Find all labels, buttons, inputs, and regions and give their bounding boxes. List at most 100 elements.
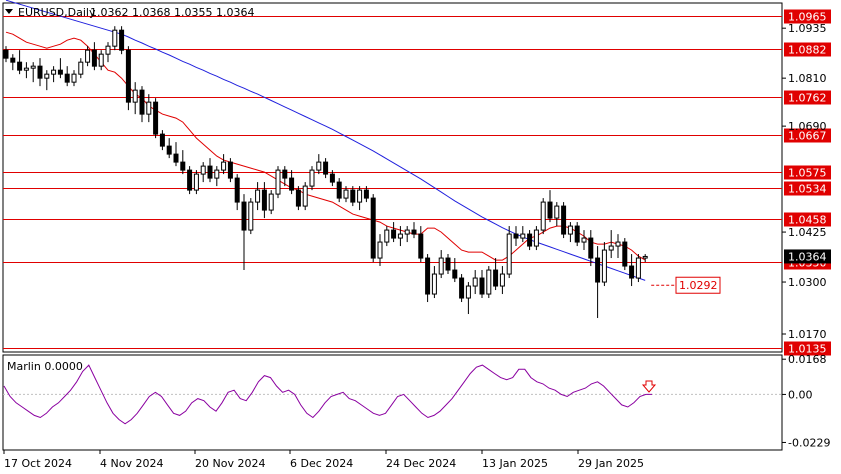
candle-body	[329, 173, 335, 183]
candle[interactable]	[336, 178, 342, 203]
candle[interactable]	[30, 62, 36, 83]
candle[interactable]	[3, 46, 9, 63]
candle[interactable]	[125, 46, 131, 111]
candle[interactable]	[316, 154, 322, 175]
candle[interactable]	[234, 174, 240, 211]
candle[interactable]	[309, 166, 315, 191]
candle[interactable]	[282, 166, 288, 187]
candle[interactable]	[540, 198, 546, 235]
candle[interactable]	[153, 98, 159, 139]
candle[interactable]	[105, 42, 111, 63]
candle[interactable]	[547, 190, 553, 223]
candle[interactable]	[459, 274, 465, 303]
candle[interactable]	[554, 202, 560, 227]
candle-body	[214, 169, 220, 179]
candle[interactable]	[391, 222, 397, 243]
candle[interactable]	[452, 258, 458, 283]
candle[interactable]	[425, 254, 431, 303]
candle[interactable]	[533, 226, 539, 251]
candle[interactable]	[159, 130, 165, 151]
candle[interactable]	[85, 46, 91, 67]
symbol-label: EURUSD,Daily	[18, 6, 96, 19]
candle[interactable]	[615, 234, 621, 259]
candle[interactable]	[193, 170, 199, 195]
candle[interactable]	[418, 226, 424, 263]
candle[interactable]	[635, 254, 641, 283]
candle[interactable]	[343, 186, 349, 203]
collapse-triangle-icon[interactable]	[5, 9, 13, 14]
candle[interactable]	[506, 226, 512, 279]
candle[interactable]	[221, 154, 227, 175]
candle[interactable]	[57, 58, 63, 79]
candle[interactable]	[139, 86, 145, 123]
candle[interactable]	[323, 158, 329, 179]
candle[interactable]	[363, 186, 369, 203]
candle[interactable]	[438, 250, 444, 279]
candle[interactable]	[200, 162, 206, 183]
candle[interactable]	[173, 142, 179, 167]
candle[interactable]	[44, 70, 50, 91]
candle[interactable]	[187, 166, 193, 195]
candle[interactable]	[567, 222, 573, 243]
candle[interactable]	[608, 230, 614, 259]
candle[interactable]	[64, 66, 70, 87]
candle[interactable]	[561, 202, 567, 239]
candle[interactable]	[377, 234, 383, 267]
candle[interactable]	[23, 62, 29, 79]
candle[interactable]	[601, 242, 607, 287]
candle[interactable]	[357, 186, 363, 211]
candle[interactable]	[493, 258, 499, 291]
candle[interactable]	[329, 170, 335, 187]
candle[interactable]	[486, 266, 492, 299]
candle[interactable]	[98, 50, 104, 71]
candle[interactable]	[384, 226, 390, 247]
candle[interactable]	[51, 66, 57, 83]
candle[interactable]	[78, 58, 84, 79]
candle[interactable]	[227, 158, 233, 183]
candle[interactable]	[17, 50, 23, 75]
candle[interactable]	[431, 266, 437, 299]
candle[interactable]	[629, 254, 635, 287]
annotation-box[interactable]	[675, 276, 721, 294]
candle[interactable]	[37, 58, 43, 87]
candle[interactable]	[445, 254, 451, 275]
candle[interactable]	[146, 94, 152, 123]
candle[interactable]	[397, 226, 403, 247]
candle[interactable]	[132, 82, 138, 115]
candle[interactable]	[465, 282, 471, 315]
candle[interactable]	[622, 238, 628, 271]
candle[interactable]	[268, 190, 274, 215]
candle[interactable]	[350, 186, 356, 207]
candle[interactable]	[499, 266, 505, 295]
candle[interactable]	[411, 222, 417, 239]
candle[interactable]	[112, 26, 118, 51]
candle[interactable]	[588, 230, 594, 267]
candle[interactable]	[241, 194, 247, 271]
candle[interactable]	[642, 254, 648, 263]
candle[interactable]	[261, 182, 267, 219]
candle[interactable]	[595, 246, 601, 319]
candle[interactable]	[275, 166, 281, 199]
candle[interactable]	[255, 182, 261, 211]
candle[interactable]	[119, 26, 125, 55]
candle[interactable]	[472, 270, 478, 295]
candle[interactable]	[574, 222, 580, 247]
candle[interactable]	[214, 166, 220, 187]
candle[interactable]	[91, 42, 97, 71]
candle[interactable]	[180, 150, 186, 175]
candle[interactable]	[295, 186, 301, 211]
candle[interactable]	[404, 226, 410, 243]
candle[interactable]	[166, 138, 172, 159]
candle[interactable]	[71, 70, 77, 87]
candle[interactable]	[289, 170, 295, 195]
candle[interactable]	[302, 182, 308, 211]
candle[interactable]	[248, 198, 254, 235]
candle[interactable]	[207, 158, 213, 183]
candle[interactable]	[581, 230, 587, 251]
candle[interactable]	[479, 270, 485, 299]
candle[interactable]	[10, 54, 16, 71]
candle[interactable]	[370, 194, 376, 263]
candle[interactable]	[527, 230, 533, 251]
candle[interactable]	[513, 226, 519, 247]
candle[interactable]	[520, 226, 526, 243]
